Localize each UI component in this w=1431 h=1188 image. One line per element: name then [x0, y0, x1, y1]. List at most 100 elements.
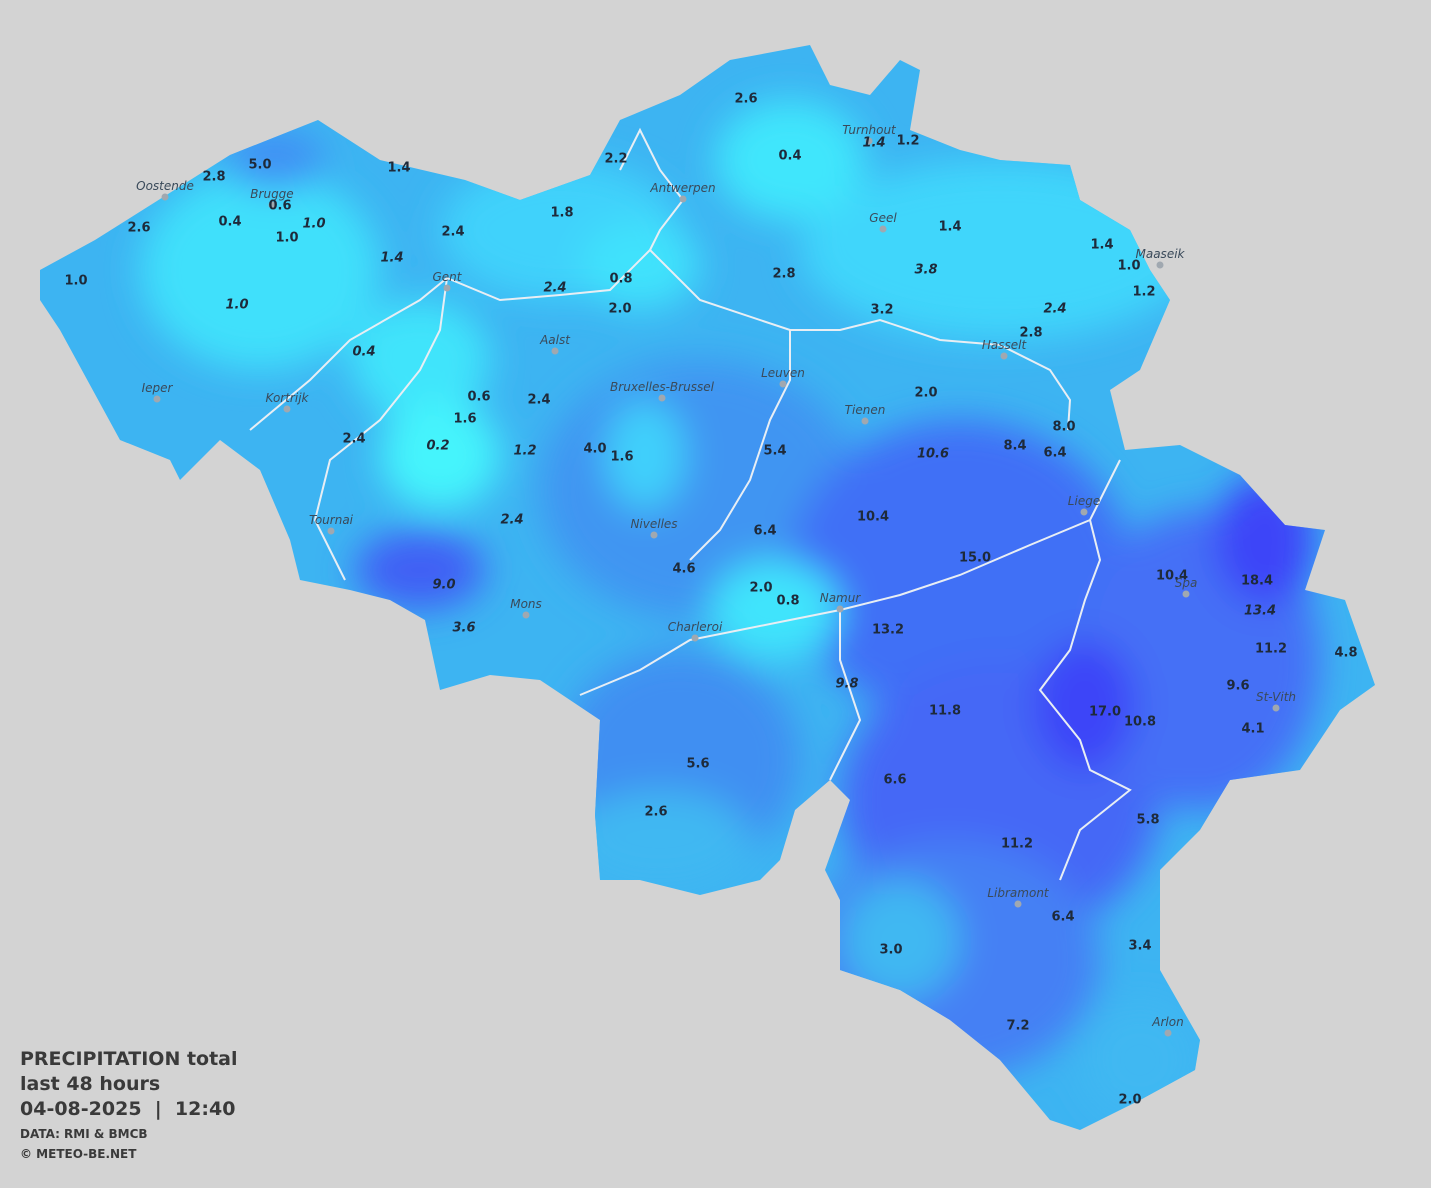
city-label: Charleroi [668, 620, 723, 634]
city-label: Geel [869, 211, 897, 225]
precip-value: 2.0 [749, 581, 772, 596]
precip-value: 10.4 [857, 510, 889, 525]
precip-value: 2.4 [342, 432, 365, 447]
precip-value: 0.8 [609, 272, 632, 287]
precip-value: 11.2 [1001, 837, 1033, 852]
city-dot [1156, 261, 1164, 269]
city-dot [679, 195, 687, 203]
city-dot [268, 201, 276, 209]
precip-value: 3.8 [914, 263, 937, 278]
precip-value: 4.0 [583, 442, 606, 457]
precip-value: 4.8 [1334, 646, 1357, 661]
city-dot [1000, 352, 1008, 360]
precip-value: 2.0 [608, 302, 631, 317]
precip-value: 13.2 [872, 623, 904, 638]
precip-value: 9.6 [1226, 679, 1249, 694]
city-dot [658, 394, 666, 402]
city-dot [1164, 1029, 1172, 1037]
precip-value: 15.0 [959, 551, 991, 566]
precip-value: 10.4 [1156, 569, 1188, 584]
precip-value: 2.0 [914, 386, 937, 401]
city-label: Mons [510, 597, 542, 611]
city-label: Gent [433, 270, 463, 284]
precip-value: 5.0 [248, 158, 271, 173]
precip-value: 1.6 [453, 412, 476, 427]
city-label: Maaseik [1136, 247, 1186, 261]
precip-value: 1.0 [302, 217, 325, 232]
legend-copyright: © METEO-BE.NET [20, 1147, 137, 1161]
precip-value: 1.4 [1090, 238, 1113, 253]
city-label: Leuven [761, 366, 805, 380]
precip-value: 1.0 [275, 231, 298, 246]
precip-value: 1.8 [550, 206, 573, 221]
precip-value: 5.8 [1136, 813, 1159, 828]
legend: PRECIPITATION total last 48 hours 04-08-… [20, 1048, 238, 1161]
precip-value: 2.2 [604, 152, 627, 167]
city-label: Hasselt [982, 338, 1028, 352]
city-dot [1272, 704, 1280, 712]
city-dot [691, 634, 699, 642]
city-label: Brugge [250, 187, 293, 201]
city-dot [865, 137, 873, 145]
precip-value: 2.4 [1043, 302, 1066, 317]
precip-value: 1.2 [1132, 285, 1155, 300]
precip-value: 11.8 [929, 704, 961, 719]
city-label: Arlon [1151, 1015, 1183, 1029]
city-dot [1182, 590, 1190, 598]
precip-value: 1.6 [610, 450, 633, 465]
city-label: Turnhout [842, 123, 897, 137]
city-dot [153, 395, 161, 403]
city-dot [861, 417, 869, 425]
precip-value: 1.4 [387, 161, 410, 176]
city-dot [522, 611, 530, 619]
precip-value: 8.4 [1003, 439, 1026, 454]
precip-value: 2.6 [734, 92, 757, 107]
precip-value: 2.6 [127, 221, 150, 236]
precip-value: 7.2 [1006, 1019, 1029, 1034]
precip-value: 9.8 [835, 677, 858, 692]
precip-value: 3.2 [870, 303, 893, 318]
precip-value: 3.4 [1128, 939, 1151, 954]
value-layer: 2.6 0.4 1.4 1.2 2.2 5.0 2.8 1.4 0.6 0.4 1.0 1.0 2.6 2… [64, 92, 1357, 1108]
precip-value: 0.8 [776, 594, 799, 609]
precip-value: 2.8 [1019, 326, 1042, 341]
precip-value: 2.8 [772, 267, 795, 282]
precip-value: 9.0 [432, 578, 455, 593]
precip-value: 6.4 [753, 524, 776, 539]
legend-title: PRECIPITATION total [20, 1048, 238, 1070]
precip-value: 1.2 [896, 134, 919, 149]
precip-value: 11.2 [1255, 642, 1287, 657]
precip-value: 2.4 [441, 225, 464, 240]
precip-value: 6.4 [1051, 910, 1074, 925]
precip-value: 1.4 [380, 251, 403, 266]
precip-value: 0.2 [426, 439, 449, 454]
legend-source: DATA: RMI & BMCB [20, 1127, 148, 1141]
precip-value: 1.0 [225, 298, 248, 313]
precip-value: 2.8 [202, 170, 225, 185]
precip-value: 0.6 [467, 390, 490, 405]
precip-value: 10.6 [917, 447, 949, 462]
precip-value: 4.6 [672, 562, 695, 577]
city-label: Namur [820, 591, 862, 605]
city-label: Oostende [136, 179, 194, 193]
precip-value: 1.0 [1117, 259, 1140, 274]
city-dot [836, 605, 844, 613]
precip-value: 2.6 [644, 805, 667, 820]
precip-value: 13.4 [1244, 604, 1276, 619]
city-dot [327, 527, 335, 535]
precip-value: 0.4 [218, 215, 241, 230]
precip-value: 2.0 [1118, 1093, 1141, 1108]
city-label: Antwerpen [649, 181, 715, 195]
city-dot [551, 347, 559, 355]
city-dot [1014, 900, 1022, 908]
precip-value: 0.4 [778, 149, 801, 164]
city-dot [283, 405, 291, 413]
city-label: Spa [1175, 576, 1198, 590]
city-label: Ieper [142, 381, 174, 395]
city-layer: Oostende Brugge Antwerpen Turnhout Geel Maase… [136, 123, 1296, 1037]
precip-value: 6.4 [1043, 446, 1066, 461]
precip-value: 17.0 [1089, 705, 1121, 720]
precip-value: 4.1 [1241, 722, 1264, 737]
city-label: Aalst [539, 333, 571, 347]
legend-period: last 48 hours [20, 1073, 160, 1095]
